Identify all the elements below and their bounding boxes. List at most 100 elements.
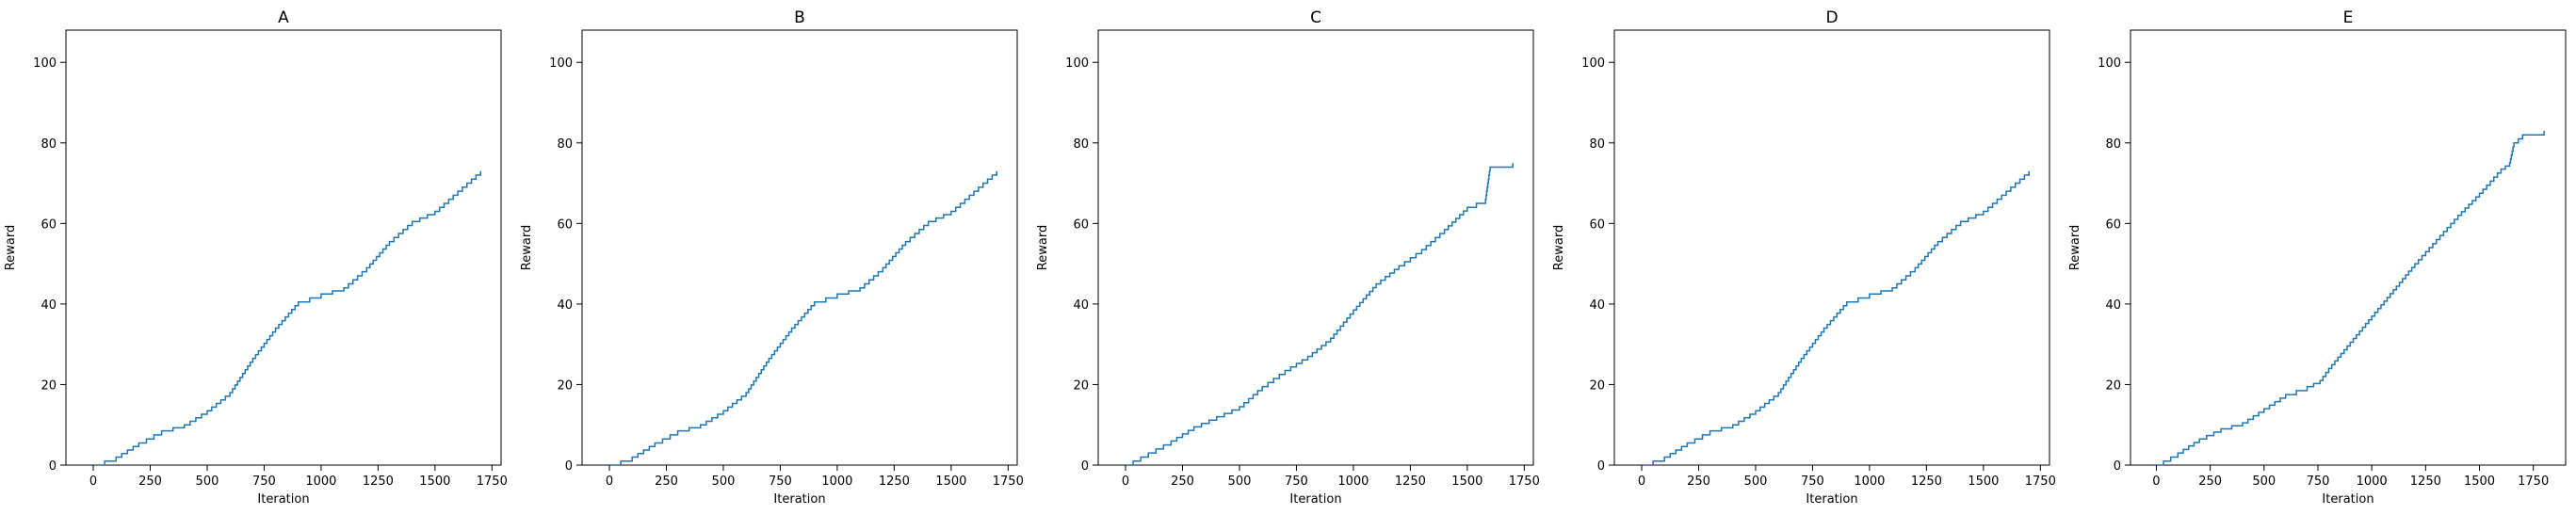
y-tick-label: 20 xyxy=(1589,378,1605,393)
x-tick-label: 500 xyxy=(712,475,736,489)
x-tick-label: 0 xyxy=(1122,475,1129,489)
y-tick-label: 60 xyxy=(41,217,57,232)
y-tick-label: 40 xyxy=(1589,298,1605,313)
x-tick-label: 1250 xyxy=(1395,475,1426,489)
x-tick-label: 1000 xyxy=(821,475,852,489)
plot-frame xyxy=(65,29,502,466)
y-tick-label: 20 xyxy=(557,378,573,393)
x-tick-label: 0 xyxy=(606,475,613,489)
reward-series-line xyxy=(2156,130,2545,465)
x-axis-label: Iteration xyxy=(773,492,825,507)
chart-title: E xyxy=(2343,8,2354,27)
y-tick-label: 20 xyxy=(1073,378,1089,393)
x-tick-label: 1500 xyxy=(419,475,450,489)
chart-title: D xyxy=(1825,8,1838,27)
y-tick-label: 80 xyxy=(41,137,57,152)
y-tick-label: 0 xyxy=(49,459,57,474)
x-tick-label: 750 xyxy=(1285,475,1308,489)
chart-title: A xyxy=(278,8,289,27)
x-tick-label: 1500 xyxy=(1451,475,1482,489)
y-tick-label: 80 xyxy=(1073,137,1089,152)
x-tick-label: 500 xyxy=(1744,475,1768,489)
y-tick-label: 40 xyxy=(41,298,57,313)
x-axis-label: Iteration xyxy=(1289,492,1341,507)
y-tick-label: 60 xyxy=(2105,217,2121,232)
plot-frame xyxy=(1613,29,2050,466)
y-tick-label: 40 xyxy=(1073,298,1089,313)
x-tick-label: 1000 xyxy=(305,475,336,489)
x-tick-label: 1750 xyxy=(477,475,508,489)
y-tick-label: 0 xyxy=(1597,459,1605,474)
x-tick-label: 1250 xyxy=(879,475,910,489)
reward-series-line xyxy=(1642,170,2030,465)
y-tick-label: 60 xyxy=(1589,217,1605,232)
y-tick-label: 0 xyxy=(2114,459,2121,474)
x-tick-label: 0 xyxy=(2152,475,2160,489)
y-axis-label: Reward xyxy=(520,225,534,270)
chart-title: C xyxy=(1310,8,1321,27)
y-tick-label: 80 xyxy=(1589,137,1605,152)
reward-series-line xyxy=(1126,163,1514,465)
x-tick-label: 1750 xyxy=(2518,475,2549,489)
x-tick-label: 500 xyxy=(1228,475,1252,489)
x-tick-label: 1250 xyxy=(363,475,394,489)
x-tick-label: 250 xyxy=(655,475,678,489)
chart-panel: B 0 250 500 750 1000 1250 1500 1750 0 20 40 60 80 100 I… xyxy=(520,8,1024,507)
y-tick-label: 20 xyxy=(2105,378,2121,393)
x-tick-label: 250 xyxy=(1171,475,1194,489)
x-axis-label: Iteration xyxy=(1806,492,1857,507)
reward-series-line xyxy=(609,170,997,465)
x-tick-label: 250 xyxy=(2198,475,2222,489)
chart-title: B xyxy=(794,8,805,27)
x-tick-label: 500 xyxy=(2252,475,2276,489)
x-tick-label: 1000 xyxy=(1337,475,1369,489)
y-tick-label: 60 xyxy=(1073,217,1089,232)
chart-panel: D 0 250 500 750 1000 1250 1500 1750 0 20 40 60 80 100 I… xyxy=(1552,8,2056,507)
y-axis-label: Reward xyxy=(1036,225,1050,270)
reward-series-line xyxy=(93,170,481,465)
x-tick-label: 1250 xyxy=(2410,475,2441,489)
x-tick-label: 1000 xyxy=(2357,475,2388,489)
y-tick-label: 40 xyxy=(2105,298,2121,313)
y-tick-label: 100 xyxy=(2098,56,2121,71)
x-tick-label: 1000 xyxy=(1854,475,1885,489)
plot-frame xyxy=(581,29,1018,466)
y-tick-label: 0 xyxy=(565,459,573,474)
x-tick-label: 750 xyxy=(1801,475,1824,489)
x-tick-label: 0 xyxy=(1638,475,1645,489)
x-tick-label: 1500 xyxy=(935,475,966,489)
x-tick-label: 750 xyxy=(2307,475,2330,489)
x-tick-label: 1250 xyxy=(1911,475,1942,489)
x-tick-label: 250 xyxy=(138,475,162,489)
x-tick-label: 750 xyxy=(769,475,792,489)
x-axis-label: Iteration xyxy=(257,492,309,507)
plot-frame xyxy=(1097,29,1534,466)
y-tick-label: 60 xyxy=(557,217,573,232)
x-tick-label: 1750 xyxy=(1509,475,1540,489)
x-axis-label: Iteration xyxy=(2322,492,2373,507)
plot-frame xyxy=(2130,29,2567,466)
x-tick-label: 1750 xyxy=(2025,475,2056,489)
y-tick-label: 100 xyxy=(33,56,57,71)
y-tick-label: 100 xyxy=(549,56,573,71)
y-tick-label: 100 xyxy=(1065,56,1089,71)
y-axis-label: Reward xyxy=(2068,225,2082,270)
chart-panel: A 0 250 500 750 1000 1250 1500 1750 0 20 40 60 80 100 I… xyxy=(4,8,508,507)
y-axis-label: Reward xyxy=(4,225,18,270)
y-tick-label: 80 xyxy=(2105,137,2121,152)
x-tick-label: 0 xyxy=(89,475,97,489)
x-tick-label: 1750 xyxy=(993,475,1024,489)
y-tick-label: 40 xyxy=(557,298,573,313)
y-tick-label: 100 xyxy=(1581,56,1605,71)
y-tick-label: 0 xyxy=(1081,459,1089,474)
y-axis-label: Reward xyxy=(1552,225,1566,270)
chart-panel: E 0 250 500 750 1000 1250 1500 1750 0 20 40 60 80 100 I… xyxy=(2068,8,2567,507)
x-tick-label: 500 xyxy=(196,475,219,489)
x-tick-label: 1500 xyxy=(2464,475,2495,489)
x-tick-label: 1500 xyxy=(1968,475,1999,489)
x-tick-label: 250 xyxy=(1687,475,1710,489)
y-tick-label: 80 xyxy=(557,137,573,152)
y-tick-label: 20 xyxy=(41,378,57,393)
x-tick-label: 750 xyxy=(252,475,276,489)
